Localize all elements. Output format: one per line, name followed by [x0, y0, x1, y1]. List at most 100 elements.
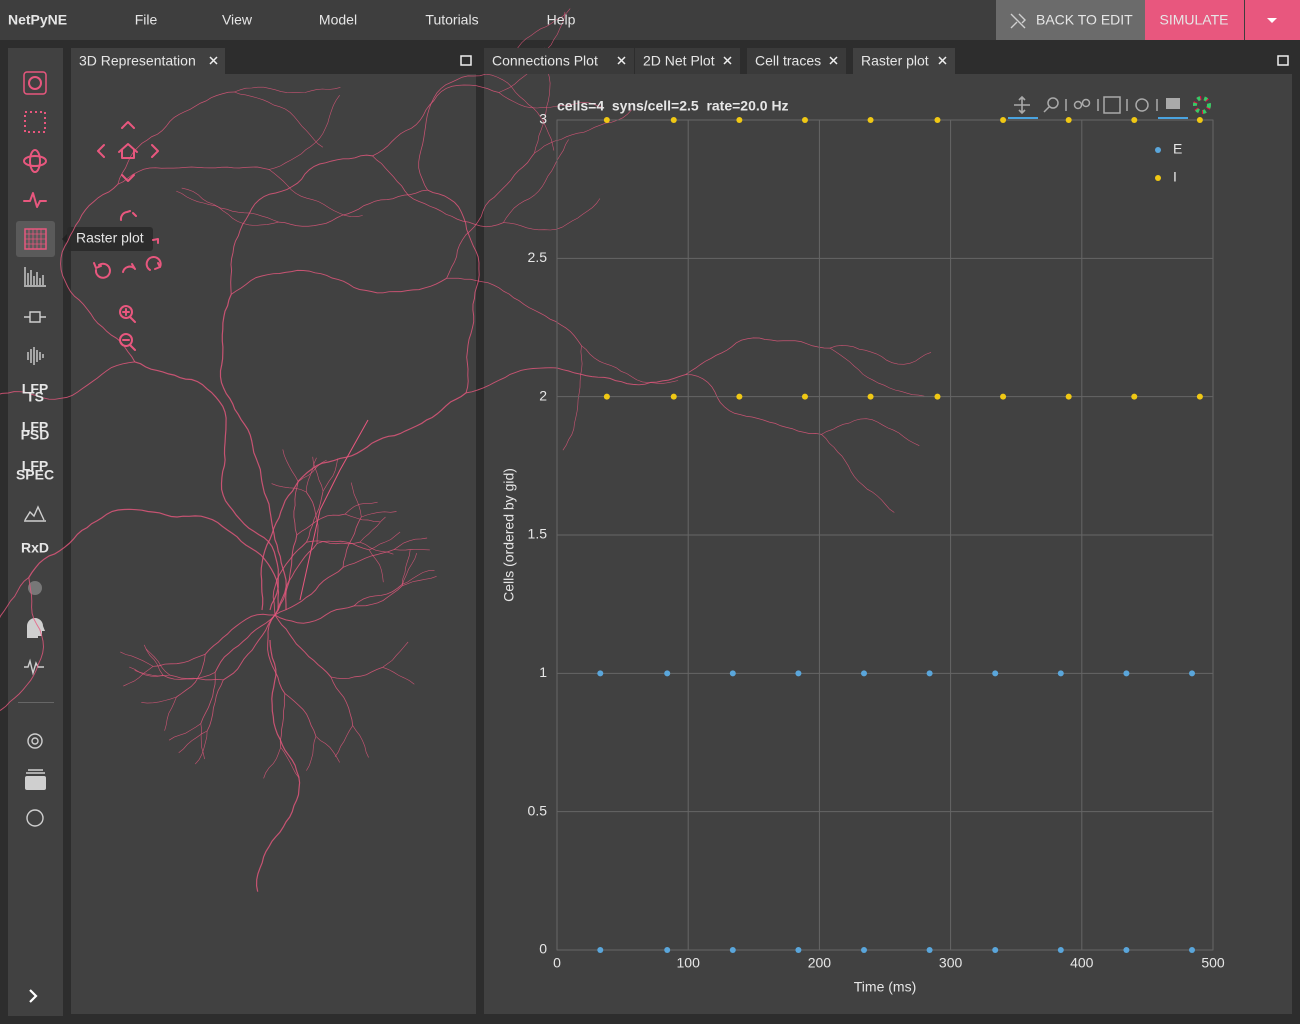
brand: NetPyNE: [8, 12, 67, 28]
neurite: [278, 189, 428, 227]
icon[interactable]: [24, 111, 46, 133]
tab[interactable]: [747, 48, 846, 74]
icon-label: SPEC: [16, 467, 54, 483]
neurite: [316, 540, 370, 551]
point: [664, 947, 671, 953]
point: [1189, 947, 1196, 953]
menu-item[interactable]: Model: [319, 12, 357, 28]
back-to-edit-button[interactable]: [996, 0, 1145, 40]
menu-item[interactable]: Help: [547, 12, 576, 28]
close-icon[interactable]: [209, 56, 218, 65]
icon[interactable]: [24, 658, 44, 676]
left-tab-label[interactable]: 3D Representation: [79, 53, 196, 69]
neurite: [342, 549, 395, 568]
zoom-in[interactable]: [119, 305, 133, 319]
close-icon[interactable]: [617, 56, 626, 65]
rotate-icon[interactable]: [119, 210, 137, 221]
save-tool[interactable]: [1103, 96, 1121, 114]
maximize-icon[interactable]: [460, 55, 472, 66]
lasso-tool[interactable]: [1073, 100, 1083, 110]
zoom-out[interactable]: [119, 333, 133, 347]
y-tick-label: 0: [539, 941, 547, 957]
icon[interactable]: [24, 311, 46, 323]
icon: [25, 229, 46, 249]
tab[interactable]: [635, 48, 740, 74]
y-tick-label: 0.5: [528, 802, 548, 818]
icon[interactable]: [23, 155, 47, 167]
rotate-icons[interactable]: [93, 238, 162, 279]
icon[interactable]: [25, 776, 46, 790]
point: [1123, 947, 1130, 953]
menu-item[interactable]: View: [222, 12, 253, 28]
point: [1196, 117, 1203, 123]
legend-marker: [1155, 175, 1161, 181]
neurite: [401, 575, 437, 587]
neurite: [230, 269, 447, 295]
active-tool: [1008, 117, 1038, 119]
neurite: [306, 540, 360, 545]
tab-label[interactable]: 2D Net Plot: [643, 53, 715, 69]
neurite: [685, 337, 831, 375]
reset-tool[interactable]: [1135, 98, 1149, 112]
pan-arrows[interactable]: [97, 121, 159, 182]
neurite: [274, 534, 298, 616]
icon-label: RxD: [21, 540, 49, 556]
icon[interactable]: [24, 267, 46, 287]
maximize-icon[interactable]: [1277, 55, 1289, 66]
y-tick-label: 2: [539, 387, 547, 403]
point: [1189, 670, 1196, 677]
icon[interactable]: [28, 581, 42, 595]
dropdown-arrow: [1267, 18, 1277, 23]
back-to-edit-label[interactable]: BACK TO EDIT: [1036, 12, 1133, 28]
tab-label[interactable]: Connections Plot: [492, 53, 598, 69]
neurite: [312, 456, 324, 492]
neurite: [162, 671, 216, 680]
left-tab[interactable]: [71, 48, 225, 74]
tab-label[interactable]: Cell traces: [755, 53, 821, 69]
x-tick-label: 100: [677, 955, 701, 971]
neuron-morphology: [0, 8, 932, 892]
point: [664, 670, 671, 677]
neurite: [0, 577, 44, 712]
point: [992, 947, 999, 953]
tab[interactable]: [853, 48, 955, 74]
pan-tool[interactable]: [1014, 95, 1030, 115]
neurite: [369, 531, 401, 551]
icon[interactable]: [26, 809, 44, 827]
neurite: [353, 584, 403, 607]
settings-icon[interactable]: [27, 733, 43, 749]
neurite: [204, 613, 275, 655]
neurite: [344, 513, 380, 523]
neurite: [485, 73, 555, 151]
close-icon[interactable]: [938, 56, 947, 65]
point: [1065, 117, 1072, 123]
neurite: [359, 541, 394, 555]
neurite: [178, 730, 208, 754]
icon[interactable]: [23, 71, 47, 95]
menu-item[interactable]: Tutorials: [425, 12, 478, 28]
legend-marker: [1155, 147, 1161, 153]
close-icon[interactable]: [829, 56, 838, 65]
hover-tool[interactable]: [1166, 98, 1180, 109]
neurite: [296, 513, 346, 536]
neurite: [143, 644, 164, 676]
point: [992, 670, 999, 677]
neurite: [28, 508, 280, 611]
home-icon[interactable]: [118, 143, 138, 159]
neurite: [274, 605, 355, 624]
x-tick-label: 300: [939, 955, 963, 971]
icon[interactable]: [25, 347, 44, 365]
icon[interactable]: [24, 505, 46, 522]
zoom-tool[interactable]: [1047, 97, 1059, 109]
close-icon[interactable]: [723, 56, 732, 65]
expand-icon[interactable]: [29, 989, 38, 1003]
simulate-label[interactable]: SIMULATE: [1160, 12, 1229, 28]
simulate-button[interactable]: [1145, 0, 1244, 40]
menu-item[interactable]: File: [135, 12, 158, 28]
tab-label[interactable]: Raster plot: [861, 53, 929, 69]
tab[interactable]: [484, 48, 634, 74]
icon[interactable]: [23, 192, 47, 208]
neurite: [267, 614, 286, 694]
icon-label: TS: [26, 389, 44, 405]
neurite: [382, 641, 409, 668]
